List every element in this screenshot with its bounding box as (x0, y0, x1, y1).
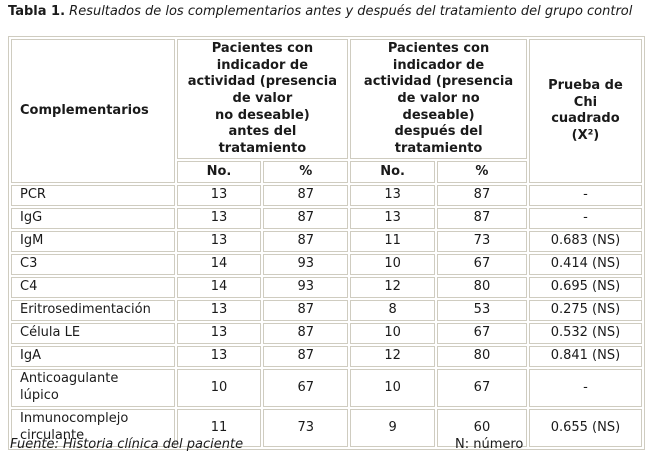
value-cell: 87 (263, 323, 349, 345)
table-caption-text: Resultados de los complementarios antes … (69, 4, 633, 19)
row-label: PCR (11, 185, 175, 207)
value-cell: 8 (350, 300, 436, 322)
value-cell: 67 (437, 323, 527, 345)
value-cell: 10 (350, 254, 436, 276)
chi-cell: - (528, 185, 642, 207)
table-row: Célula LE 13 87 10 67 0.532 (NS) (11, 323, 642, 345)
chi-cell: 0.275 (NS) (528, 300, 642, 322)
value-cell: 13 (176, 208, 262, 230)
value-cell: 13 (350, 185, 436, 207)
value-cell: 10 (350, 323, 436, 345)
row-label: Inmunocomplejo circulante (11, 409, 175, 447)
header-row-sub: No. % No. % (11, 161, 642, 184)
column-group-header-before-treatment: Pacientes con indicador de actividad (pr… (176, 39, 349, 160)
table-row: PCR 13 87 13 87 - (11, 185, 642, 207)
value-cell: 87 (263, 231, 349, 253)
row-label: IgM (11, 231, 175, 253)
value-cell: 67 (263, 369, 349, 408)
value-cell: 11 (176, 409, 262, 447)
value-cell: 9 (350, 409, 436, 447)
value-cell: 13 (350, 208, 436, 230)
value-cell: 13 (176, 346, 262, 368)
value-cell: 93 (263, 277, 349, 299)
value-cell: 14 (176, 277, 262, 299)
column-header-complementarios: Complementarios (11, 39, 175, 184)
chi-cell: 0.841 (NS) (528, 346, 642, 368)
value-cell: 53 (437, 300, 527, 322)
table-row: IgM 13 87 11 73 0.683 (NS) (11, 231, 642, 253)
table-row: IgA 13 87 12 80 0.841 (NS) (11, 346, 642, 368)
subheader-pct-after: % (437, 161, 527, 184)
value-cell: 87 (437, 185, 527, 207)
subheader-no-before: No. (176, 161, 262, 184)
chi-cell: 0.683 (NS) (528, 231, 642, 253)
table-row: Inmunocomplejo circulante 11 73 9 60 0.6… (11, 409, 642, 447)
value-cell: 11 (350, 231, 436, 253)
results-table: Complementarios Pacientes con indicador … (8, 36, 645, 450)
chi-cell: 0.532 (NS) (528, 323, 642, 345)
chi-cell: 0.655 (NS) (528, 409, 642, 447)
chi-cell: 0.414 (NS) (528, 254, 642, 276)
value-cell: 10 (176, 369, 262, 408)
value-cell: 87 (263, 185, 349, 207)
value-cell: 13 (176, 185, 262, 207)
chi-cell: - (528, 369, 642, 408)
value-cell: 13 (176, 231, 262, 253)
value-cell: 73 (263, 409, 349, 447)
column-header-chi-square: Prueba de Chi cuadrado (X²) (528, 39, 642, 184)
value-cell: 14 (176, 254, 262, 276)
value-cell: 12 (350, 346, 436, 368)
value-cell: 67 (437, 369, 527, 408)
row-label: IgG (11, 208, 175, 230)
row-label: Anticoagulante lúpico (11, 369, 175, 408)
table-footnotes: Fuente: Historia clínica del paciente N:… (0, 437, 654, 457)
table-row: C3 14 93 10 67 0.414 (NS) (11, 254, 642, 276)
row-label: C3 (11, 254, 175, 276)
column-group-header-after-treatment: Pacientes con indicador de actividad (pr… (350, 39, 527, 160)
subheader-pct-before: % (263, 161, 349, 184)
header-row-main: Complementarios Pacientes con indicador … (11, 39, 642, 184)
chi-cell: 0.695 (NS) (528, 277, 642, 299)
value-cell: 67 (437, 254, 527, 276)
table-caption-label: Tabla 1. (8, 4, 66, 19)
value-cell: 87 (437, 208, 527, 230)
value-cell: 80 (437, 277, 527, 299)
table-row: Eritrosedimentación 13 87 8 53 0.275 (NS… (11, 300, 642, 322)
table-row: C4 14 93 12 80 0.695 (NS) (11, 277, 642, 299)
value-cell: 87 (263, 300, 349, 322)
table-caption: Tabla 1. Resultados de los complementari… (8, 4, 632, 20)
row-label: Célula LE (11, 323, 175, 345)
row-label: C4 (11, 277, 175, 299)
row-label: IgA (11, 346, 175, 368)
n-abbreviation-note: N: número (455, 437, 524, 452)
subheader-no-after: No. (350, 161, 436, 184)
value-cell: 13 (176, 300, 262, 322)
value-cell: 73 (437, 231, 527, 253)
value-cell: 80 (437, 346, 527, 368)
value-cell: 12 (350, 277, 436, 299)
value-cell: 60 (437, 409, 527, 447)
value-cell: 87 (263, 208, 349, 230)
value-cell: 93 (263, 254, 349, 276)
table-row: Anticoagulante lúpico 10 67 10 67 - (11, 369, 642, 408)
value-cell: 87 (263, 346, 349, 368)
table-row: IgG 13 87 13 87 - (11, 208, 642, 230)
chi-cell: - (528, 208, 642, 230)
source-note: Fuente: Historia clínica del paciente (10, 437, 244, 452)
value-cell: 13 (176, 323, 262, 345)
value-cell: 10 (350, 369, 436, 408)
row-label: Eritrosedimentación (11, 300, 175, 322)
